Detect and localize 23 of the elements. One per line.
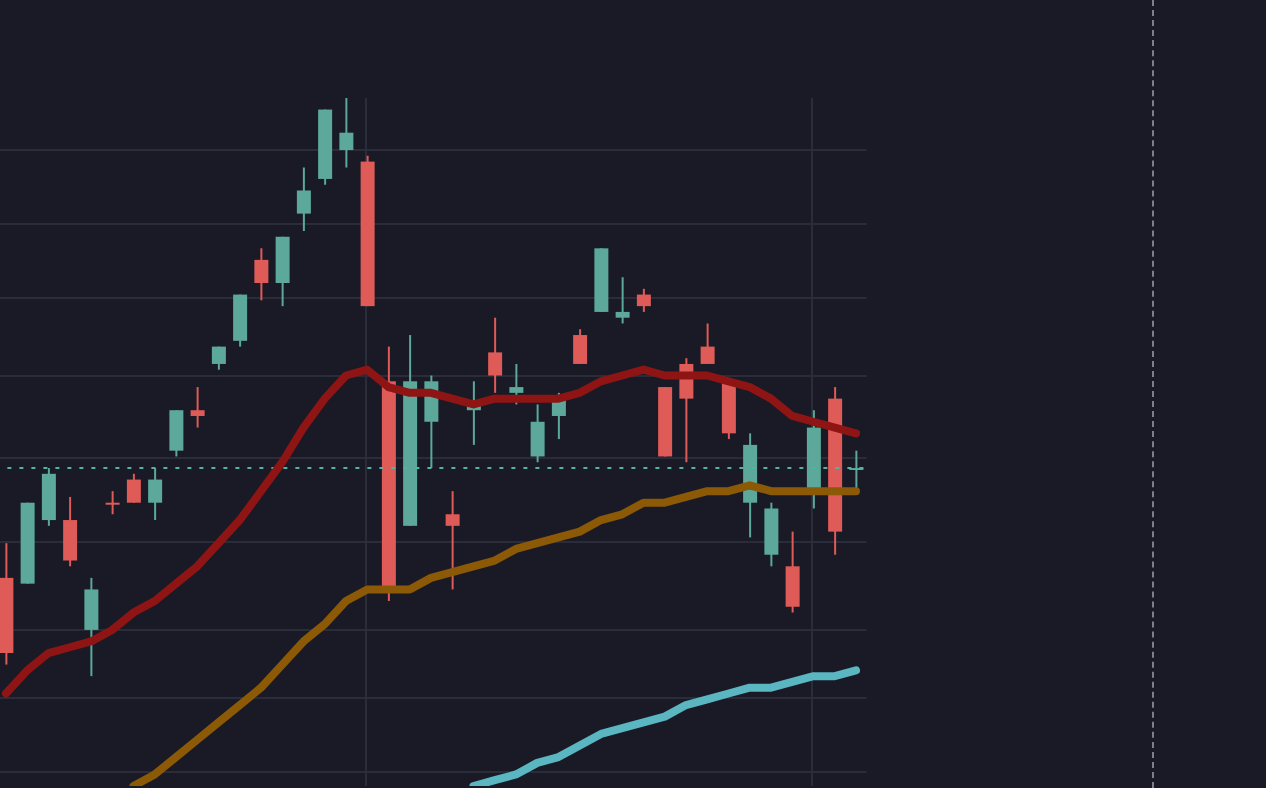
candlestick (148, 467, 163, 522)
candlestick (254, 247, 269, 302)
candlestick (488, 316, 503, 394)
candlestick (190, 386, 205, 429)
candlestick (63, 495, 78, 568)
candlestick (764, 501, 779, 568)
candlestick (530, 403, 545, 464)
candlestick (126, 472, 141, 504)
candlestick (636, 287, 651, 313)
candlestick (296, 166, 311, 232)
candlestick (84, 576, 99, 678)
candlestick (615, 276, 630, 325)
candlestick (233, 293, 248, 348)
candlestick (41, 467, 56, 527)
candlestick (700, 322, 715, 365)
candlestick (275, 235, 290, 308)
candlestick (105, 490, 120, 516)
candlestick (169, 409, 184, 458)
candlestick (445, 490, 460, 591)
candlestick (785, 530, 800, 614)
candlestick (573, 328, 588, 365)
candlestick (339, 98, 354, 169)
candlestick (509, 362, 524, 406)
